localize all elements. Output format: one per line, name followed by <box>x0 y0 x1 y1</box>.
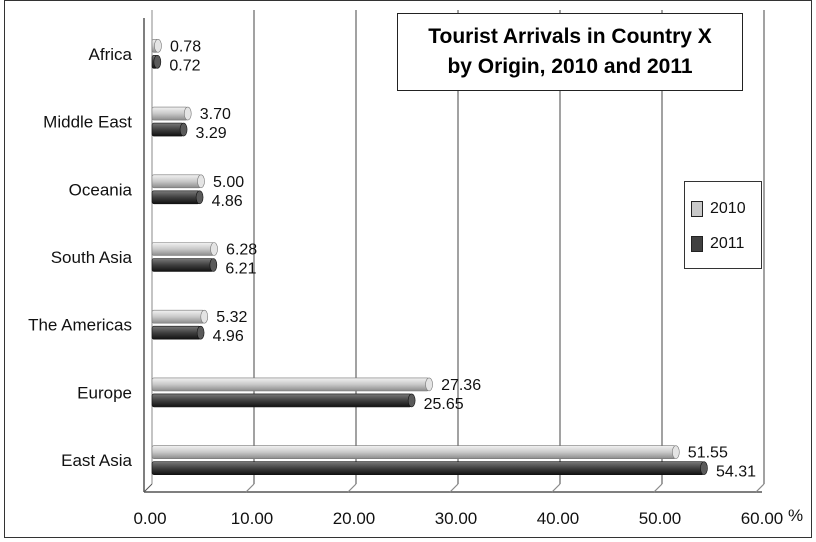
data-label-2010: 6.28 <box>226 242 257 259</box>
bar-cap-2010 <box>672 445 680 459</box>
gridline-floor <box>551 483 561 493</box>
data-label-2011: 0.72 <box>169 57 200 74</box>
x-tick-label: 10.00 <box>231 509 274 528</box>
data-label-2011: 3.29 <box>196 125 227 142</box>
legend-swatch-2011 <box>691 235 703 252</box>
bar-2011 <box>151 325 201 340</box>
category-label: Africa <box>89 45 133 64</box>
bar-cap-2010 <box>154 39 162 53</box>
x-tick-label: 40.00 <box>537 509 580 528</box>
floor-edge <box>143 483 153 493</box>
legend-label-2010: 2010 <box>710 199 746 217</box>
x-tick-label: 60.00 <box>741 509 784 528</box>
category-label: East Asia <box>61 451 132 470</box>
legend-item-2011: 2011 <box>691 226 755 261</box>
bar-2010 <box>151 106 189 121</box>
gridline-floor <box>449 483 459 493</box>
chart-title-line-1: Tourist Arrivals in Country X <box>428 25 712 48</box>
category-label: Oceania <box>69 180 133 199</box>
category-labels: Africa Middle East Oceania South Asia The Am… <box>28 45 132 470</box>
bar-2011 <box>151 122 184 137</box>
data-labels: 0.78 0.72 3.70 3.29 5.00 4.86 6.28 6.21 5.32 4.96… <box>169 38 756 480</box>
chart-title-line-2: by Origin, 2010 and 2011 <box>447 55 693 78</box>
data-label-2010: 5.32 <box>216 309 247 326</box>
bar-cap-2011 <box>700 461 708 475</box>
legend-label-2011: 2011 <box>710 234 745 252</box>
category-label: Middle East <box>43 113 132 132</box>
data-label-2011: 25.65 <box>424 396 464 413</box>
bar-cap-2011 <box>179 122 188 137</box>
bar-cap-2011 <box>209 258 218 272</box>
data-label-2011: 54.31 <box>716 464 756 481</box>
bar-cap-2011 <box>196 325 205 340</box>
x-tick-labels: 0.00 10.00 20.00 30.00 40.00 50.00 60.00 <box>133 509 783 528</box>
data-label-2010: 51.55 <box>688 445 728 462</box>
data-label-2011: 6.21 <box>225 261 256 278</box>
bar-cap-2011 <box>153 55 162 69</box>
bar-cap-2010 <box>425 377 433 392</box>
gridline-floor <box>347 483 357 493</box>
x-tick-label: 30.00 <box>435 509 478 528</box>
legend-item-2010: 2010 <box>691 191 755 226</box>
bar-cap-2010 <box>183 106 192 121</box>
bars <box>151 39 708 475</box>
bar-cap-2010 <box>200 309 209 324</box>
bar-cap-2011 <box>407 393 416 408</box>
data-label-2010: 27.36 <box>441 377 481 394</box>
legend-swatch-2010 <box>691 200 703 217</box>
bar-2010 <box>151 445 677 459</box>
category-label: Europe <box>77 383 132 402</box>
bar-cap-2011 <box>195 190 204 205</box>
category-label: South Asia <box>51 248 133 267</box>
bar-2011 <box>151 461 705 475</box>
bar-2010 <box>151 309 205 324</box>
bar-2010 <box>151 174 202 189</box>
legend: 2010 2011 <box>684 181 762 269</box>
bar-2010 <box>151 242 215 256</box>
data-label-2010: 5.00 <box>213 174 244 191</box>
bar-cap-2010 <box>210 242 218 256</box>
data-label-2011: 4.86 <box>212 193 243 210</box>
gridline-floor <box>755 483 765 493</box>
bar-2011 <box>151 393 412 408</box>
bar-2011 <box>151 190 200 205</box>
gridline-floor <box>653 483 663 493</box>
x-tick-label: 0.00 <box>133 509 166 528</box>
bar-2010 <box>151 377 430 392</box>
x-axis-unit: % <box>788 506 803 525</box>
data-label-2011: 4.96 <box>213 328 244 345</box>
data-label-2010: 3.70 <box>200 106 231 123</box>
bar-cap-2010 <box>197 174 205 189</box>
bar-2011 <box>151 258 214 272</box>
gridline-floor <box>245 483 255 493</box>
x-tick-label: 50.00 <box>639 509 682 528</box>
x-tick-label: 20.00 <box>333 509 376 528</box>
data-label-2010: 0.78 <box>170 38 201 55</box>
chart-title: Tourist Arrivals in Country X by Origin,… <box>397 13 743 91</box>
category-label: The Americas <box>28 316 132 335</box>
